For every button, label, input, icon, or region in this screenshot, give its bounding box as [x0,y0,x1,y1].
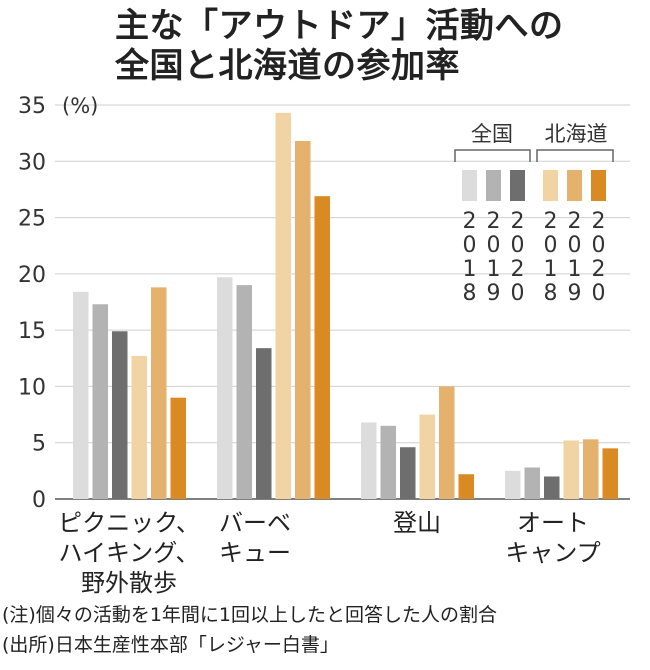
category-label: オート キャンプ [493,508,613,568]
bar [256,348,272,499]
y-axis-unit-label: (%) [62,94,98,118]
legend-year-digit: 2 [568,209,582,234]
legend-year-digit: 1 [544,257,558,282]
legend-year-digit: 2 [463,209,477,234]
legend-swatch [510,170,525,201]
y-tick-label: 30 [18,150,46,175]
bar [524,467,540,499]
bar [236,285,252,499]
footnote-note: (注)個々の活動を1年間に1回以上したと回答した人の割合 [2,604,498,626]
legend-swatch [462,170,477,201]
y-tick-label: 25 [18,207,46,232]
category-label-line: キュー [219,539,291,567]
legend-bracket [454,149,531,162]
chart-title-line-1: 主な「アウトドア」活動への [115,6,564,46]
y-tick-label: 10 [18,375,46,400]
legend-year-digit: 0 [592,233,606,258]
bar [170,397,186,499]
legend-year-digit: 1 [463,257,477,282]
chart-title: 主な「アウトドア」活動への 全国と北海道の参加率 [115,6,564,86]
bar [400,447,416,499]
bar [112,331,128,499]
legend-year-digit: 0 [463,233,477,258]
legend-year-digit: 8 [463,281,477,306]
y-tick-label: 35 [18,94,46,119]
legend-swatch [486,170,501,201]
legend-year-digit: 0 [511,281,525,306]
y-tick-label: 0 [32,488,46,513]
bar [314,196,330,499]
category-label-line: ピクニック、 [58,509,200,537]
bar [380,425,396,499]
legend-year-digit: 9 [487,281,501,306]
legend-year-digit: 0 [568,233,582,258]
legend-year-digit: 0 [511,233,525,258]
bar [505,470,521,499]
legend-group-label: 北海道 [545,122,608,146]
legend-group-label: 全国 [471,122,513,146]
category-label-line: 登山 [393,509,441,537]
legend-swatch [591,170,606,201]
bar [439,386,455,499]
legend-year-digit: 2 [544,209,558,234]
category-label-line: ハイキング、 [58,539,200,567]
legend-year-digit: 0 [544,233,558,258]
category-label: バーベ キュー [195,508,315,568]
bar [602,448,618,499]
bar [217,277,233,499]
y-tick-label: 20 [18,263,46,288]
legend-year-digit: 1 [568,257,582,282]
legend-year-digit: 2 [592,257,606,282]
legend-bracket [536,149,614,162]
bar [544,476,560,499]
bar [563,440,579,499]
bar [361,422,377,499]
category-label: ピクニック、 ハイキング、 野外散歩 [54,508,204,598]
y-tick-label: 5 [32,432,46,457]
bar [73,291,89,499]
bar [458,474,474,499]
category-label-line: オート [517,509,589,537]
legend-year-digit: 0 [592,281,606,306]
y-tick-label: 15 [18,319,46,344]
chart-title-line-2: 全国と北海道の参加率 [115,46,460,86]
category-label-line: キャンプ [505,539,601,567]
legend-swatch [543,170,558,201]
category-label-line: 野外散歩 [81,569,177,597]
legend-year-digit: 2 [511,257,525,282]
bar [275,112,291,499]
bar [131,356,147,499]
legend-year-digit: 1 [487,257,501,282]
legend-year-digit: 8 [544,281,558,306]
legend-year-digit: 2 [511,209,525,234]
bar [92,304,108,499]
legend-year-digit: 9 [568,281,582,306]
legend-year-digit: 2 [592,209,606,234]
bar [583,439,599,499]
category-label: 登山 [367,508,467,538]
bar [151,287,167,499]
legend-year-digit: 0 [487,233,501,258]
footnote-source: (出所)日本生産性本部「レジャー白書」 [2,634,339,656]
bar [295,141,311,499]
footnotes: (注)個々の活動を1年間に1回以上したと回答した人の割合 (出所)日本生産性本部… [2,600,497,660]
bar [419,414,435,499]
legend-year-digit: 2 [487,209,501,234]
legend-swatch [567,170,582,201]
category-label-line: バーベ [219,509,291,537]
